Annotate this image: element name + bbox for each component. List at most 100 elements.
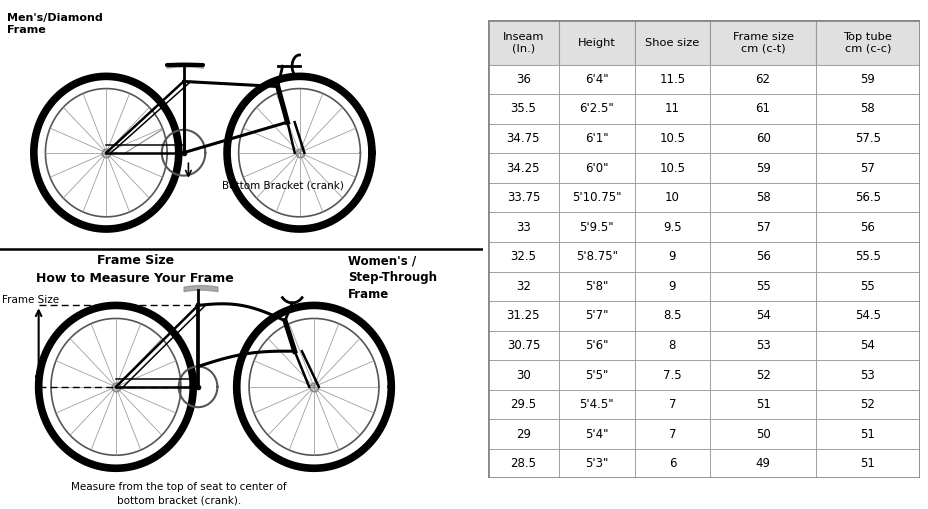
Bar <box>634 272 709 301</box>
Bar <box>815 390 919 419</box>
Text: 5'8": 5'8" <box>585 280 608 293</box>
Text: 55: 55 <box>859 280 874 293</box>
Text: 8: 8 <box>668 339 676 352</box>
Text: 58: 58 <box>754 191 769 204</box>
Bar <box>709 65 815 94</box>
Bar <box>487 449 559 478</box>
Bar <box>709 212 815 242</box>
Text: 56.5: 56.5 <box>854 191 880 204</box>
Bar <box>634 212 709 242</box>
Text: 9.5: 9.5 <box>663 221 681 234</box>
Bar <box>487 360 559 390</box>
Text: 59: 59 <box>859 73 874 86</box>
Text: 7: 7 <box>668 398 676 411</box>
Text: 53: 53 <box>754 339 769 352</box>
Bar <box>634 242 709 272</box>
Text: 5'6": 5'6" <box>585 339 608 352</box>
Text: 7: 7 <box>668 428 676 441</box>
Bar <box>487 272 559 301</box>
Text: 5'4.5": 5'4.5" <box>579 398 613 411</box>
Bar <box>815 153 919 183</box>
Bar <box>815 94 919 124</box>
Text: Frame Size
How to Measure Your Frame: Frame Size How to Measure Your Frame <box>36 254 234 285</box>
Text: 6'4": 6'4" <box>585 73 608 86</box>
Text: 53: 53 <box>859 369 874 382</box>
Text: Top tube
cm (c-c): Top tube cm (c-c) <box>843 32 892 53</box>
Text: 8.5: 8.5 <box>663 309 681 322</box>
Bar <box>559 301 634 331</box>
Bar <box>559 449 634 478</box>
Text: 59: 59 <box>754 161 769 175</box>
Text: 52: 52 <box>754 369 769 382</box>
Text: 5'9.5": 5'9.5" <box>579 221 613 234</box>
Text: 33.75: 33.75 <box>506 191 539 204</box>
Text: Bottom Bracket (crank): Bottom Bracket (crank) <box>222 181 343 191</box>
Bar <box>559 242 634 272</box>
Text: 54: 54 <box>859 339 874 352</box>
Bar <box>487 419 559 449</box>
Text: 54: 54 <box>754 309 769 322</box>
Bar <box>487 124 559 153</box>
Bar <box>559 94 634 124</box>
Bar <box>487 242 559 272</box>
Text: 32: 32 <box>515 280 530 293</box>
Text: Shoe size: Shoe size <box>645 38 699 47</box>
Text: Frame Size: Frame Size <box>3 295 59 305</box>
Bar <box>559 331 634 360</box>
Text: Measure from the top of seat to center of
bottom bracket (crank).: Measure from the top of seat to center o… <box>71 482 286 505</box>
Bar <box>815 449 919 478</box>
Bar <box>815 301 919 331</box>
Bar <box>559 390 634 419</box>
Bar <box>559 360 634 390</box>
Bar <box>634 94 709 124</box>
Text: 30.75: 30.75 <box>506 339 539 352</box>
Text: 36: 36 <box>515 73 530 86</box>
Text: Frame size
cm (c-t): Frame size cm (c-t) <box>732 32 793 53</box>
Text: 9: 9 <box>668 280 676 293</box>
Text: 34.25: 34.25 <box>506 161 539 175</box>
Text: 10: 10 <box>664 191 679 204</box>
Text: 56: 56 <box>859 221 874 234</box>
Text: 6'0": 6'0" <box>585 161 608 175</box>
Bar <box>709 124 815 153</box>
Bar <box>487 153 559 183</box>
Bar <box>634 331 709 360</box>
Text: 5'5": 5'5" <box>585 369 608 382</box>
Text: 6: 6 <box>668 457 676 470</box>
Bar <box>709 272 815 301</box>
Bar <box>487 212 559 242</box>
Text: 57.5: 57.5 <box>854 132 880 145</box>
Bar <box>487 20 559 65</box>
Text: 6'2.5": 6'2.5" <box>579 102 613 116</box>
Text: 55: 55 <box>754 280 769 293</box>
Bar <box>559 212 634 242</box>
Text: 29.5: 29.5 <box>509 398 535 411</box>
Bar <box>709 331 815 360</box>
Bar <box>559 272 634 301</box>
Text: 51: 51 <box>754 398 769 411</box>
Text: 33: 33 <box>515 221 530 234</box>
Bar <box>634 449 709 478</box>
Text: 9: 9 <box>668 250 676 263</box>
Text: 61: 61 <box>754 102 770 116</box>
Bar <box>709 183 815 212</box>
Text: 31.25: 31.25 <box>506 309 539 322</box>
Bar <box>709 360 815 390</box>
Bar <box>634 390 709 419</box>
Text: 58: 58 <box>859 102 874 116</box>
Text: 10.5: 10.5 <box>659 132 685 145</box>
Text: 55.5: 55.5 <box>854 250 880 263</box>
Text: 56: 56 <box>754 250 769 263</box>
Bar <box>634 65 709 94</box>
Text: Height: Height <box>577 38 615 47</box>
Bar <box>487 390 559 419</box>
Text: Women's /
Step-Through
Frame: Women's / Step-Through Frame <box>347 254 436 301</box>
Text: 60: 60 <box>754 132 769 145</box>
Bar <box>815 124 919 153</box>
Text: 7.5: 7.5 <box>663 369 681 382</box>
Text: 32.5: 32.5 <box>509 250 535 263</box>
Text: 51: 51 <box>859 428 874 441</box>
Bar <box>559 65 634 94</box>
Bar <box>634 153 709 183</box>
Bar <box>487 301 559 331</box>
